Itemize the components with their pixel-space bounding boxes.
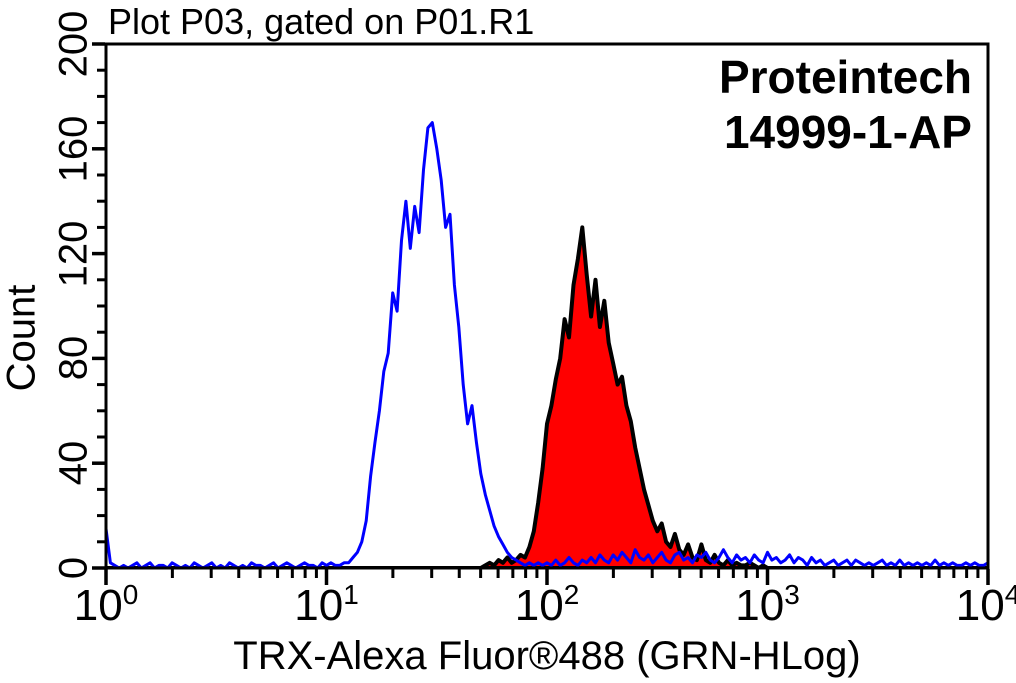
x-tick-exponent: 3 — [784, 579, 800, 610]
histogram-curves — [106, 121, 988, 568]
red-filled-histogram — [106, 225, 988, 568]
x-tick-label: 100 — [73, 579, 139, 631]
y-tick-label: 40 — [51, 440, 96, 486]
x-tick-base: 10 — [514, 581, 564, 630]
x-tick-base: 10 — [955, 581, 1005, 630]
blue-open-histogram — [106, 121, 988, 568]
x-tick-base: 10 — [73, 581, 123, 630]
watermark-line-1: Proteintech — [718, 51, 972, 103]
y-tick-label: 160 — [51, 115, 96, 183]
x-tick-exponent: 4 — [1004, 579, 1016, 610]
plot-frame — [104, 42, 990, 570]
y-tick-label: 200 — [51, 10, 96, 78]
x-tick-base: 10 — [735, 581, 785, 630]
x-tick-label: 101 — [294, 579, 359, 631]
x-tick-label: 102 — [514, 579, 580, 631]
y-tick-label: 120 — [51, 220, 96, 287]
x-tick-label: 104 — [955, 579, 1016, 631]
x-tick-exponent: 1 — [343, 579, 359, 610]
y-tick-label: 0 — [51, 556, 96, 580]
axis-ticks — [92, 42, 990, 585]
watermark-line-2: 14999-1-AP — [723, 106, 972, 159]
x-tick-base: 10 — [294, 581, 344, 630]
plot-title: Plot P03, gated on P01.R1 — [108, 1, 535, 42]
watermark: Proteintech 14999-1-AP — [719, 50, 972, 160]
x-tick-exponent: 2 — [563, 579, 580, 610]
x-tick-label: 103 — [735, 579, 800, 631]
y-tick-label: 80 — [51, 336, 96, 381]
x-tick-exponent: 0 — [122, 579, 139, 610]
x-axis-label: TRX-Alexa Fluor®488 (GRN-HLog) — [233, 634, 861, 678]
